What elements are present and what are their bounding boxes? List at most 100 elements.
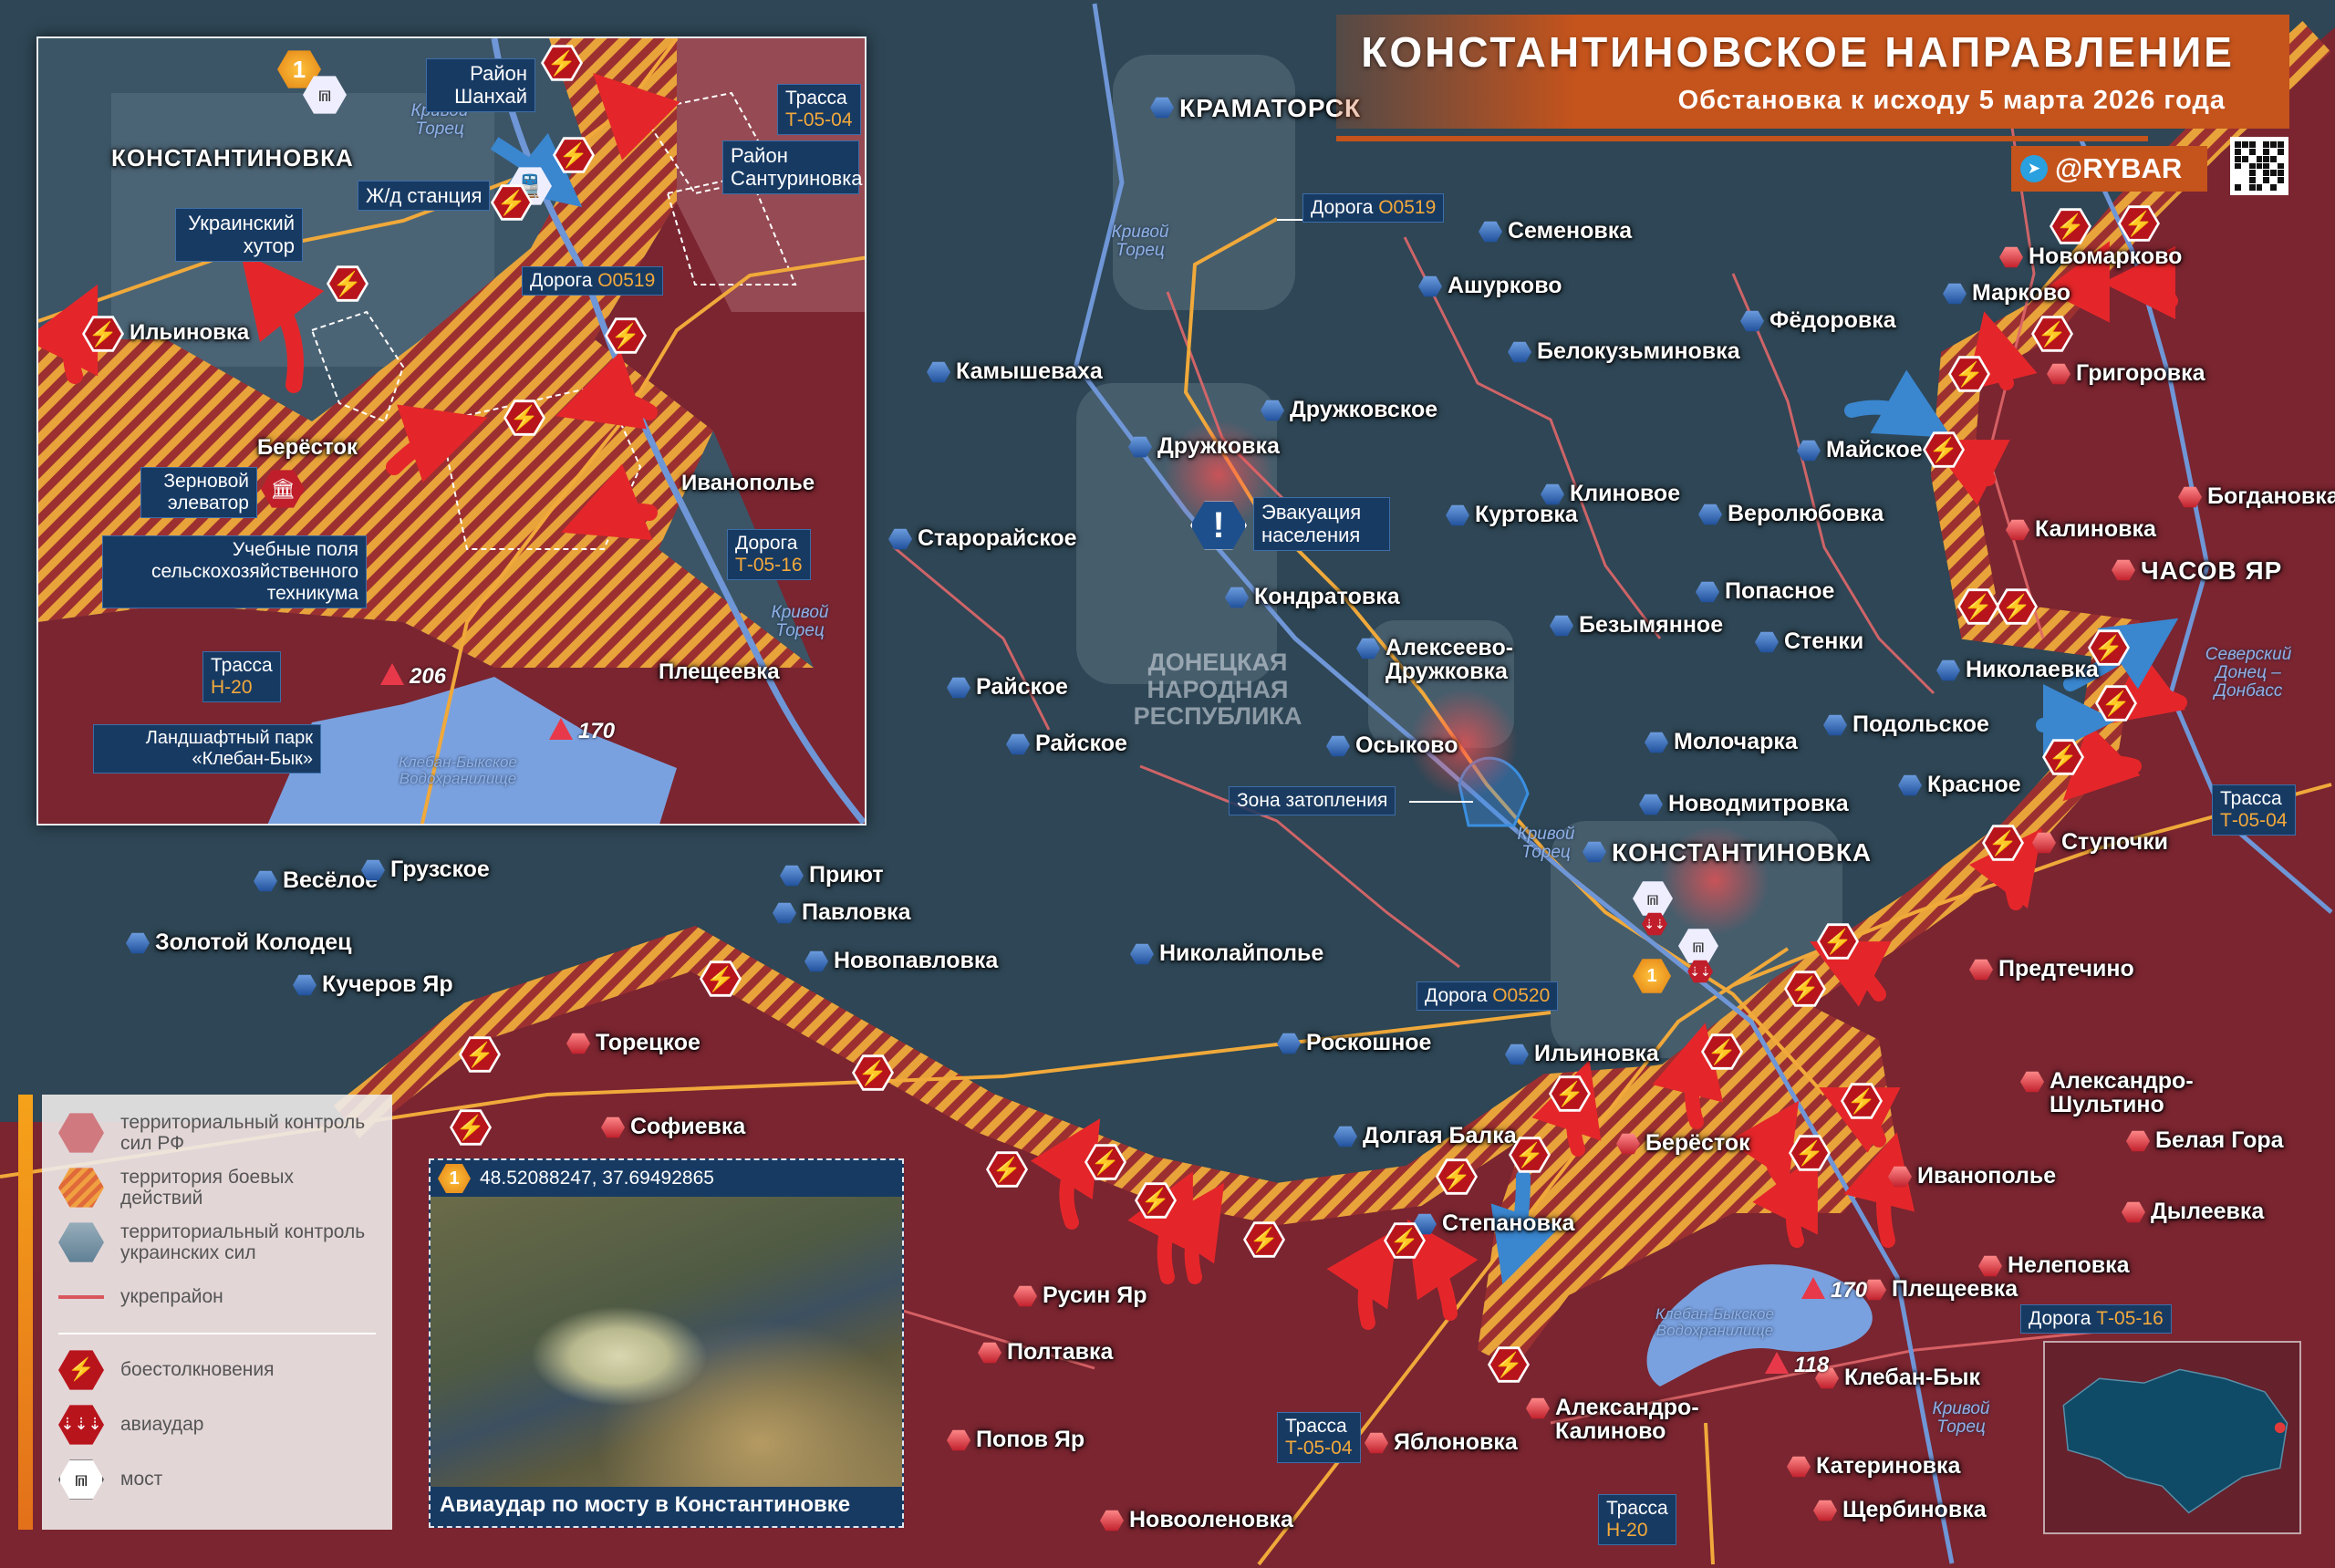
town-label[interactable]: Куртовка <box>1475 502 1578 527</box>
qr-module <box>2263 155 2270 162</box>
town-label[interactable]: Новопавловка <box>834 948 999 973</box>
town-label[interactable]: Богдановка <box>2207 483 2335 509</box>
legend-item-combat-zone: территория боевых действий <box>58 1160 376 1215</box>
town-label[interactable]: Яблоновка <box>1394 1429 1518 1455</box>
bridge-icon: ⩎ <box>1633 881 1673 916</box>
town-label[interactable]: Торецкое <box>596 1030 700 1055</box>
town-label[interactable]: КРАМАТОРСК <box>1179 94 1362 122</box>
qr-module <box>2241 170 2248 177</box>
town-label[interactable]: Иванополье <box>1917 1163 2057 1189</box>
town-label[interactable]: Дружковское <box>1290 397 1438 422</box>
town-label[interactable]: Попасное <box>1725 578 1835 604</box>
town-label[interactable]: Веролюбовка <box>1728 501 1884 526</box>
town-label[interactable]: Майское <box>1826 437 1923 462</box>
town-label[interactable]: Предтечино <box>1998 956 2134 981</box>
town-label[interactable]: Новооленовка <box>1129 1507 1293 1532</box>
town-label[interactable]: Новодмитровка <box>1668 791 1849 816</box>
town-label[interactable]: Софиевка <box>630 1114 746 1139</box>
town-label[interactable]: Щербиновка <box>1842 1497 1987 1522</box>
town-marker-icon <box>1969 959 1993 981</box>
river-label-krivoy-torets: Кривой Торец <box>1932 1399 1990 1437</box>
town-marker-icon <box>1815 1367 1839 1389</box>
town-label[interactable]: Стенки <box>1784 628 1864 654</box>
town-label[interactable]: КОНСТАНТИНОВКА <box>1612 838 1873 867</box>
town-marker-icon <box>2032 832 2056 854</box>
town-label[interactable]: Клебан-Бык <box>1844 1365 1980 1390</box>
town-label[interactable]: Николаевка <box>1966 657 2099 682</box>
town-label[interactable]: Кучеров Яр <box>322 971 453 997</box>
town-label[interactable]: Весёлое <box>283 867 379 893</box>
counter-arrow <box>1490 1169 1561 1284</box>
town-label[interactable]: Белая Гора <box>2155 1127 2284 1153</box>
town-label[interactable]: Катериновка <box>1816 1453 1961 1479</box>
clash-icon: ⚡ <box>541 45 583 81</box>
town-label[interactable]: Павловка <box>802 899 911 925</box>
town-label[interactable]: Клиновое <box>1570 481 1681 506</box>
town-label[interactable]: Камышеваха <box>956 358 1103 384</box>
town-label[interactable]: Ашурково <box>1448 273 1562 298</box>
town-label[interactable]: Долгая Балка <box>1363 1123 1517 1148</box>
town-label[interactable]: Приют <box>809 862 884 888</box>
town-label[interactable]: Марково <box>1972 280 2071 306</box>
town-label[interactable]: Александро-Шультино <box>2050 1068 2194 1118</box>
legend-item-ua-control: территориальный контроль украинских сил <box>58 1215 376 1270</box>
town-label[interactable]: Грузское <box>390 857 490 882</box>
clash-icon: ⚡ <box>1948 356 1990 392</box>
town-label[interactable]: Старорайское <box>918 525 1077 551</box>
town-label[interactable]: Белокузьминовка <box>1537 338 1740 364</box>
town-label[interactable]: Дружковка <box>1157 433 1280 459</box>
clash-icon: ⚡ <box>2088 629 2130 666</box>
ukraine-outline <box>2062 1368 2288 1514</box>
attack-arrow <box>1969 827 2042 910</box>
town-label[interactable]: Семеновка <box>1508 218 1633 244</box>
town-label[interactable]: Райское <box>976 674 1068 700</box>
town-label[interactable]: Александро-Калиново <box>1555 1395 1699 1445</box>
town-marker-icon <box>1978 1255 2002 1277</box>
town-label[interactable]: Григоровка <box>2076 360 2205 386</box>
town-label[interactable]: Фёдоровка <box>1769 307 1896 333</box>
photo-marker-1[interactable]: 1 <box>1633 959 1671 993</box>
town-label[interactable]: ЧАСОВ ЯР <box>2141 556 2283 585</box>
town-label[interactable]: Роскошное <box>1306 1030 1432 1055</box>
legend-item-clash: ⚡ боестолкновения <box>58 1343 376 1397</box>
town-label[interactable]: Русин Яр <box>1043 1282 1147 1308</box>
town-label[interactable]: Степановка <box>1442 1210 1575 1236</box>
town-marker-icon <box>947 1429 970 1451</box>
town-label[interactable]: Полтавка <box>1007 1339 1114 1365</box>
brand-badge[interactable]: ➤ @RYBAR <box>2011 146 2207 192</box>
photo-card[interactable]: 1 48.52088247, 37.69492865 Авиаудар по м… <box>429 1158 904 1528</box>
town-label[interactable]: Золотой Колодец <box>155 929 352 955</box>
town-marker-icon <box>2178 486 2202 508</box>
town-label[interactable]: Кондратовка <box>1254 584 1400 609</box>
town-label[interactable]: Берёсток <box>1645 1130 1750 1156</box>
town-label[interactable]: Осыково <box>1355 732 1458 758</box>
photo-marker-1: 1 <box>438 1164 471 1193</box>
town-label[interactable]: Ступочки <box>2061 829 2168 855</box>
town-label[interactable]: Новомарково <box>2029 244 2183 269</box>
town-marker-icon <box>1898 774 1922 796</box>
town-label[interactable]: Калиновка <box>2035 516 2156 542</box>
town-marker-icon <box>1526 1397 1550 1419</box>
town-label[interactable]: Райское <box>1035 731 1127 756</box>
town-label[interactable]: Молочарка <box>1674 729 1798 754</box>
counter-arrow <box>490 132 583 207</box>
inset-town-pleshcheevka: Плещеевка <box>659 659 780 684</box>
town-marker-icon <box>1128 436 1152 458</box>
town-label[interactable]: Нелеповка <box>2008 1252 2130 1278</box>
town-label[interactable]: Красное <box>1927 772 2021 797</box>
qr-code[interactable] <box>2230 137 2288 195</box>
town-label[interactable]: Подольское <box>1852 711 1989 737</box>
town-label[interactable]: Попов Яр <box>976 1427 1085 1452</box>
town-label[interactable]: Николайполье <box>1159 940 1324 966</box>
town-label[interactable]: Ильиновка <box>1534 1041 1659 1066</box>
town-label[interactable]: Плещеевка <box>1892 1276 2018 1302</box>
town-label[interactable]: Дылеевка <box>2151 1199 2265 1224</box>
town-marker-icon <box>1277 1033 1301 1054</box>
town-label[interactable]: Безымянное <box>1579 612 1724 638</box>
qr-module <box>2263 170 2270 177</box>
attack-arrow <box>2104 651 2187 724</box>
town-marker-icon <box>1943 283 1967 305</box>
area-of-interest-marker <box>2274 1422 2286 1434</box>
callout-flood-zone: Зона затопления <box>1229 786 1396 816</box>
town-label[interactable]: Алексеево-Дружковка <box>1385 635 1514 685</box>
